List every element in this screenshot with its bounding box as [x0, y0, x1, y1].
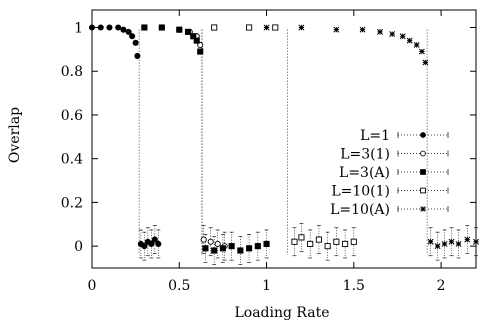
- data-point: [448, 238, 455, 245]
- data-point: [141, 24, 148, 31]
- data-point: [193, 37, 200, 44]
- data-point: [263, 240, 270, 247]
- data-point: [120, 26, 127, 33]
- data-point: [246, 245, 253, 252]
- y-tick-label: 1: [74, 20, 83, 36]
- x-tick-label: 2: [437, 278, 446, 294]
- legend-label: L=10(1): [331, 184, 390, 200]
- data-point: [389, 31, 396, 38]
- data-point: [176, 26, 183, 33]
- data-point: [254, 243, 261, 250]
- data-point: [473, 238, 479, 245]
- data-point: [418, 48, 425, 55]
- plot-frame: [91, 9, 477, 269]
- data-point: [219, 245, 226, 252]
- data-point: [324, 243, 331, 250]
- data-point: [214, 240, 221, 247]
- y-tick-label: 0.4: [61, 152, 83, 168]
- data-point: [200, 236, 207, 243]
- data-point: [420, 132, 426, 138]
- data-point: [237, 247, 244, 254]
- data-point: [106, 24, 113, 31]
- data-point: [190, 33, 197, 40]
- x-tick-label: 0: [88, 278, 97, 294]
- data-point: [151, 236, 158, 243]
- data-point: [413, 42, 420, 48]
- data-point: [88, 24, 96, 31]
- data-point: [125, 28, 132, 35]
- legend-label: L=3(A): [339, 165, 390, 181]
- data-point: [263, 24, 270, 31]
- data-point: [406, 37, 413, 44]
- data-point: [246, 24, 253, 31]
- data-point: [298, 24, 305, 31]
- plot-axes: [91, 9, 477, 269]
- y-axis-label: Overlap: [7, 107, 23, 163]
- data-point: [464, 236, 471, 243]
- data-point: [333, 238, 340, 245]
- data-point: [422, 59, 429, 66]
- data-point: [207, 238, 214, 245]
- y-tick-label: 0: [74, 239, 83, 255]
- data-point: [420, 206, 426, 212]
- error-bars: [138, 29, 478, 265]
- y-tick-label: 0.6: [61, 108, 83, 124]
- data-point: [291, 238, 298, 245]
- data-point: [307, 240, 314, 247]
- data-point: [129, 33, 136, 40]
- legend-label: L=1: [360, 128, 390, 144]
- x-axis-label: Loading Rate: [234, 305, 329, 321]
- data-point: [132, 39, 139, 46]
- data-point: [420, 169, 426, 175]
- data-point: [115, 24, 122, 31]
- data-point: [148, 240, 155, 247]
- data-point: [141, 243, 148, 250]
- x-tick-label: 1: [262, 278, 271, 294]
- y-tick-label: 0.8: [61, 64, 83, 80]
- data-point: [134, 52, 141, 59]
- data-point: [97, 24, 104, 31]
- data-point: [211, 247, 218, 254]
- legend-label: L=3(1): [340, 147, 390, 163]
- data-point: [399, 33, 406, 40]
- data-point: [333, 26, 340, 33]
- data-point: [315, 236, 322, 243]
- y-tick-label: 0.2: [61, 195, 83, 211]
- data-point: [441, 240, 448, 247]
- data-point: [184, 28, 192, 35]
- data-point: [158, 24, 165, 31]
- tick-labels: 0 0.5 1 1.5 2 0 0.2 0.4 0.6 0.8 1: [61, 20, 446, 294]
- data-point: [272, 24, 279, 31]
- data-point: [211, 24, 218, 31]
- data-point: [427, 238, 434, 245]
- data-point: [359, 26, 366, 33]
- data-point: [377, 28, 383, 35]
- data-point: [228, 243, 235, 250]
- data-point: [342, 240, 349, 247]
- data-point: [350, 238, 357, 245]
- data-point: [434, 243, 441, 250]
- data-point: [197, 41, 204, 49]
- data-point: [455, 240, 462, 247]
- data-point: [298, 234, 305, 241]
- data-point: [202, 245, 209, 252]
- data-point: [155, 240, 162, 247]
- x-tick-label: 1.5: [343, 278, 365, 294]
- legend-label: L=10(A): [330, 202, 390, 218]
- x-tick-label: 0.5: [168, 278, 190, 294]
- data-point: [197, 48, 204, 55]
- legend: L=1 L=3(1) L=3(A) L=10(1) L=10(A): [330, 128, 449, 218]
- data-markers: [88, 24, 479, 254]
- data-point: [420, 187, 426, 194]
- data-point: [420, 150, 426, 157]
